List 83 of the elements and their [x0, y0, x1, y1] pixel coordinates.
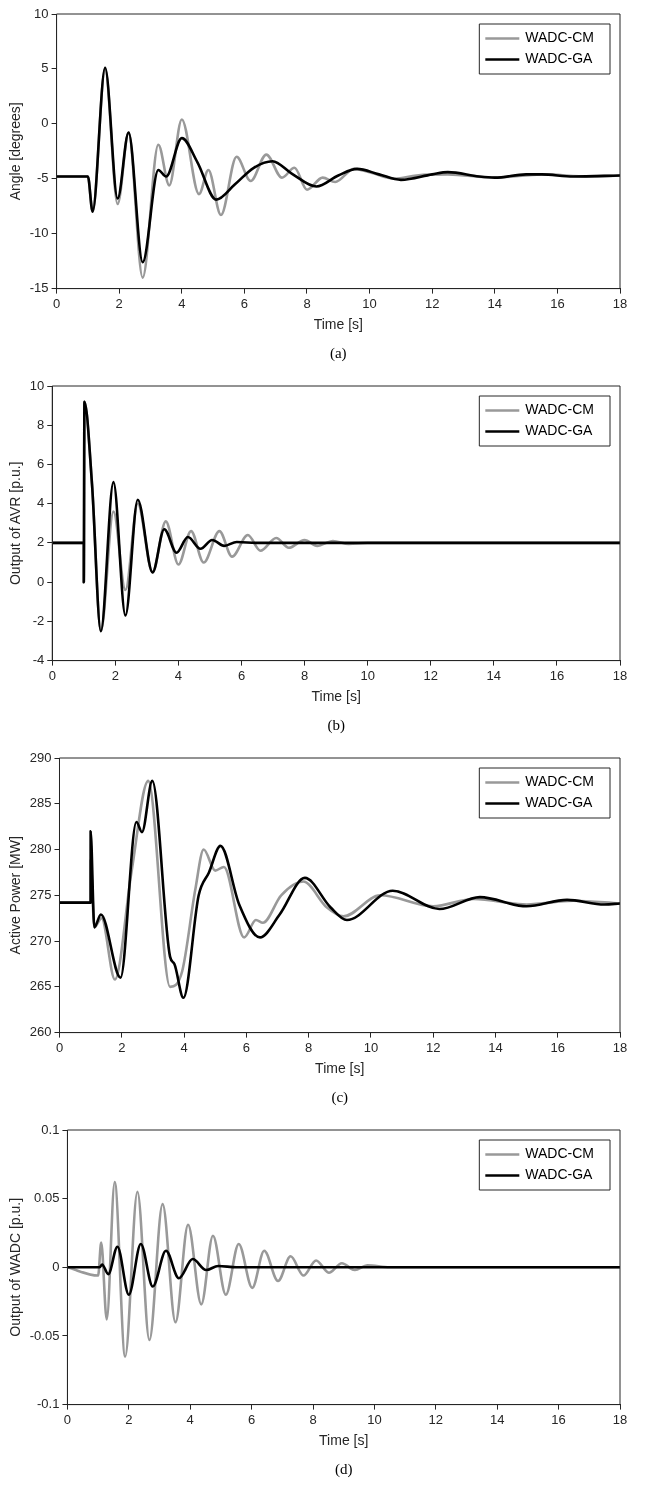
x-tick-label: 18 — [612, 295, 628, 311]
y-tick-label: 0 — [37, 573, 45, 589]
text: (a) — [329, 345, 347, 362]
y-axis-title: Active Power [MW] — [7, 836, 24, 955]
x-tick-label: 12 — [428, 1411, 444, 1427]
legend-label: WADC-GA — [525, 1166, 594, 1183]
x-tick-label: 10 — [363, 1039, 379, 1055]
x-tick-label: 10 — [360, 667, 375, 683]
y-axis-title: Output of WADC [p.u.] — [7, 1197, 24, 1337]
y-tick-label: 0 — [52, 1258, 60, 1274]
y-tick-label: -2 — [32, 612, 45, 628]
y-tick-label: 260 — [29, 1024, 52, 1040]
y-tick-label: 6 — [37, 456, 45, 472]
y-tick-label: 280 — [29, 841, 52, 857]
text: (c) — [331, 1089, 349, 1106]
y-tick-label: 10 — [34, 5, 49, 21]
y-tick-label: -0.05 — [29, 1327, 60, 1343]
x-tick-label: 6 — [242, 1039, 250, 1055]
x-tick-label: 0 — [63, 1411, 72, 1427]
x-tick-label: 6 — [248, 1411, 256, 1427]
x-tick-label: 8 — [309, 1411, 317, 1427]
x-tick-label: 18 — [612, 1411, 628, 1427]
x-tick-label: 14 — [488, 1039, 503, 1055]
y-tick-label: -10 — [29, 225, 49, 241]
x-axis-title: Time [s] — [311, 688, 361, 705]
x-tick-label: 10 — [362, 295, 377, 311]
y-tick-label: -0.1 — [37, 1396, 60, 1412]
legend-label: WADC-CM — [525, 1145, 594, 1162]
x-tick-label: 2 — [125, 1411, 133, 1427]
x-tick-label: 6 — [240, 295, 249, 311]
y-tick-label: 270 — [29, 932, 52, 948]
y-tick-label: 0.05 — [34, 1190, 60, 1206]
x-tick-label: 2 — [115, 295, 123, 311]
legend-label: WADC-GA — [525, 794, 594, 811]
x-tick-label: 4 — [186, 1411, 194, 1427]
y-tick-label: -15 — [29, 280, 49, 296]
x-tick-label: 14 — [487, 295, 503, 311]
x-axis-title: Time [s] — [319, 1432, 369, 1449]
x-tick-label: 18 — [612, 1039, 628, 1055]
x-tick-label: 12 — [425, 1039, 441, 1055]
x-tick-label: 14 — [486, 667, 502, 683]
y-tick-label: 2 — [37, 534, 45, 550]
text: (d) — [334, 1461, 353, 1478]
legend-label: WADC-CM — [525, 773, 594, 790]
y-tick-label: 285 — [29, 795, 52, 811]
y-tick-label: 5 — [41, 60, 49, 76]
x-tick-label: 8 — [300, 667, 309, 683]
legend-label: WADC-GA — [525, 422, 594, 439]
y-tick-label: 290 — [29, 749, 52, 765]
y-tick-label: 0 — [41, 115, 49, 131]
x-tick-label: 10 — [367, 1411, 382, 1427]
x-tick-label: 16 — [549, 667, 565, 683]
x-tick-label: 6 — [237, 667, 246, 683]
y-tick-label: 8 — [37, 416, 45, 432]
x-tick-label: 18 — [612, 667, 628, 683]
x-tick-label: 8 — [304, 1039, 313, 1055]
x-tick-label: 4 — [174, 667, 183, 683]
x-tick-label: 12 — [424, 295, 440, 311]
x-tick-label: 2 — [118, 1039, 126, 1055]
x-tick-label: 12 — [423, 667, 438, 683]
x-tick-label: 16 — [550, 1039, 565, 1055]
y-tick-label: -5 — [37, 170, 49, 186]
legend-label: WADC-CM — [525, 29, 594, 46]
y-axis-title: Angle [degrees] — [7, 102, 24, 201]
x-tick-label: 16 — [551, 1411, 566, 1427]
x-tick-label: 2 — [111, 667, 119, 683]
x-axis-title: Time [s] — [313, 316, 363, 333]
y-tick-label: 0.1 — [41, 1121, 60, 1137]
x-tick-label: 4 — [178, 295, 186, 311]
x-tick-label: 16 — [550, 295, 565, 311]
x-axis-title: Time [s] — [315, 1060, 365, 1077]
x-tick-label: 4 — [180, 1039, 188, 1055]
y-tick-label: 4 — [37, 495, 45, 511]
legend-label: WADC-CM — [525, 401, 594, 418]
text: (b) — [327, 717, 345, 734]
y-tick-label: 10 — [29, 377, 45, 393]
y-tick-label: -4 — [32, 652, 45, 668]
y-tick-label: 265 — [29, 978, 52, 994]
x-tick-label: 14 — [489, 1411, 505, 1427]
legend-label: WADC-GA — [525, 50, 594, 67]
y-axis-title: Output of AVR [p.u.] — [7, 461, 24, 586]
x-tick-label: 8 — [303, 295, 311, 311]
y-tick-label: 275 — [29, 886, 52, 902]
